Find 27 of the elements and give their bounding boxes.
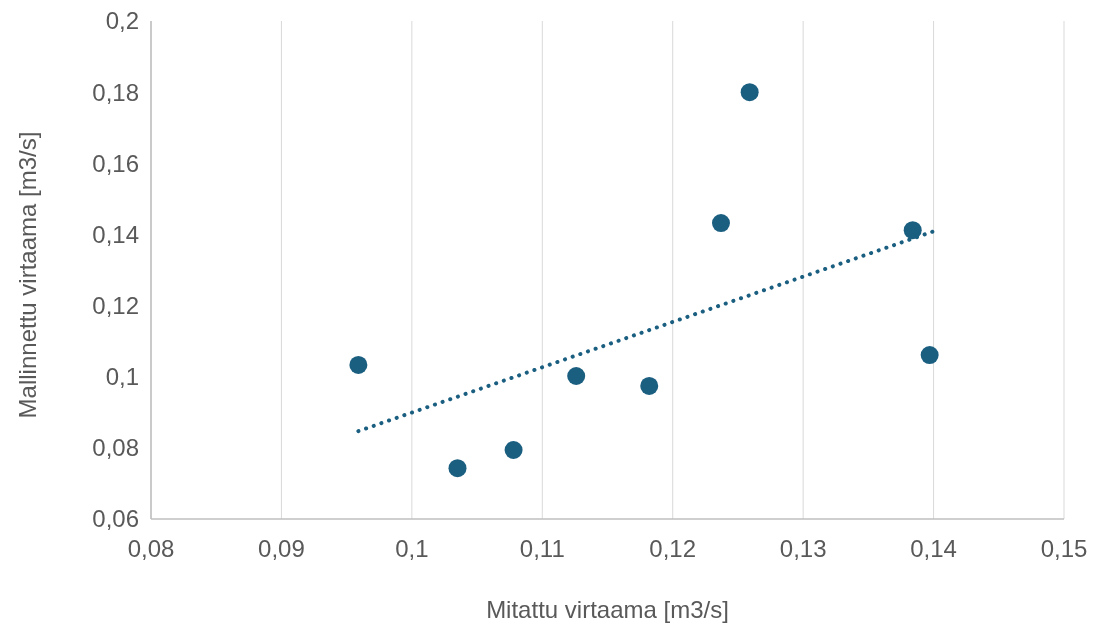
y-tick-label: 0,08 xyxy=(92,434,139,462)
point xyxy=(711,214,730,233)
y-tick-label: 0,12 xyxy=(92,291,139,319)
y-tick-label: 0,18 xyxy=(92,78,139,106)
x-tick-label: 0,15 xyxy=(1040,535,1088,562)
x-tick-label: 0,09 xyxy=(258,535,305,562)
x-axis-title: Mitattu virtaama [m3/s] xyxy=(486,596,729,623)
point xyxy=(920,346,939,365)
point xyxy=(567,367,586,385)
y-tick-label: 0,16 xyxy=(92,149,139,177)
point xyxy=(448,459,467,478)
x-tick-label: 0,13 xyxy=(779,535,827,562)
x-tick-label: 0,12 xyxy=(649,535,697,562)
x-tick-label: 0,1 xyxy=(395,535,429,562)
y-tick-label: 0,1 xyxy=(105,363,139,391)
y-tick-label: 0,2 xyxy=(105,7,139,35)
y-tick-label: 0,14 xyxy=(92,220,139,248)
point xyxy=(903,221,922,240)
x-tick-label: 0,11 xyxy=(519,535,565,562)
x-tick-label: 0,08 xyxy=(127,535,175,562)
point xyxy=(504,440,523,459)
x-tick-label: 0,14 xyxy=(910,535,957,562)
y-axis-title: Mallinnettu virtaama [m3/s] xyxy=(14,131,41,419)
y-tick-label: 0,06 xyxy=(92,505,139,533)
point xyxy=(740,83,759,102)
point xyxy=(640,376,659,395)
point xyxy=(349,355,368,374)
